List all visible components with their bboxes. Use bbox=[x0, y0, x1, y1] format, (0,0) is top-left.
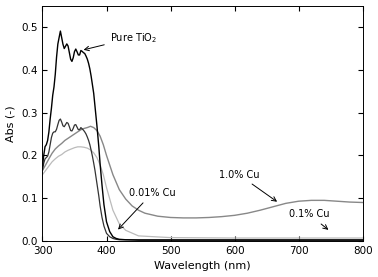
Text: 1.0% Cu: 1.0% Cu bbox=[218, 170, 276, 201]
X-axis label: Wavelength (nm): Wavelength (nm) bbox=[154, 261, 251, 271]
Text: Pure TiO$_2$: Pure TiO$_2$ bbox=[85, 31, 157, 51]
Text: 0.1% Cu: 0.1% Cu bbox=[289, 209, 330, 229]
Text: 0.01% Cu: 0.01% Cu bbox=[119, 188, 175, 229]
Y-axis label: Abs (-): Abs (-) bbox=[6, 105, 15, 142]
